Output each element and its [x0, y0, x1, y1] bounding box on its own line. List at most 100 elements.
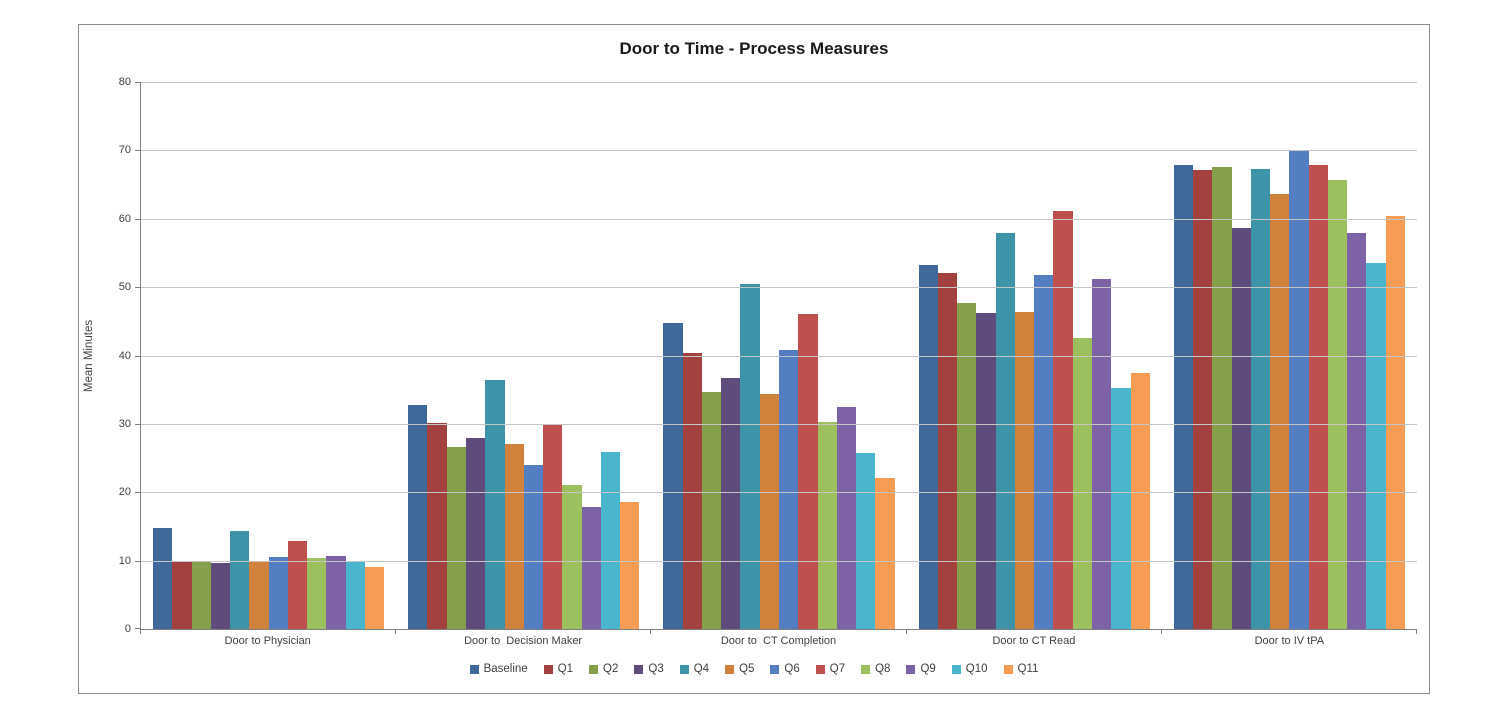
bar-q7-door-to-ct-read	[1053, 211, 1073, 629]
y-axis-tick-10	[135, 560, 141, 562]
bar-q2-door-to-ct-completion	[701, 391, 722, 629]
bar-q11-door-to-ct-completion	[875, 477, 895, 629]
legend-label-q11: Q11	[1017, 663, 1039, 675]
bar-group-door-to-physician	[141, 82, 396, 629]
y-axis-tick-label-20: 20	[118, 486, 131, 499]
bar-q9-door-to-ct-completion	[836, 406, 857, 629]
bar-q4-door-to-iv-tpa	[1250, 168, 1271, 629]
y-axis-tick-label-40: 40	[118, 349, 131, 362]
bar-q5-door-to-physician	[249, 560, 269, 629]
legend-swatch-q7	[815, 664, 825, 674]
y-axis-tick-30	[135, 423, 141, 425]
bar-q10-door-to-ct-read	[1111, 388, 1131, 629]
legend-label-q2: Q2	[603, 663, 619, 675]
bar-group-door-to-ct-completion	[651, 82, 906, 629]
gridline-60	[141, 218, 1417, 220]
bar-baseline-door-to-physician	[153, 527, 173, 629]
plot-area: Mean Minutes 0 10 20 30 40 50 60 70 80	[83, 76, 1417, 635]
legend-item-q11: Q11	[1003, 663, 1039, 675]
legend-label-q4: Q4	[693, 663, 710, 675]
bar-q10-door-to-iv-tpa	[1366, 263, 1386, 629]
bar-q2-door-to-ct-read	[957, 302, 977, 629]
bar-q9-door-to-physician	[326, 555, 346, 629]
chart-area: Door to Time - Process Measures Mean Min…	[78, 24, 1430, 694]
legend-swatch-q8	[861, 664, 871, 674]
legend-swatch-q2	[589, 664, 599, 674]
legend-item-q5: Q5	[725, 663, 754, 675]
y-axis-tick-label-80: 80	[118, 76, 131, 88]
gridline-50	[141, 287, 1417, 289]
bar-q11-door-to-decision-maker	[620, 501, 640, 629]
gridline-10	[141, 560, 1417, 562]
bar-q10-door-to-decision-maker	[600, 451, 621, 629]
y-axis-tick-label-50: 50	[118, 281, 131, 294]
bar-q4-door-to-decision-maker	[485, 380, 505, 629]
legend-item-q7: Q7	[815, 663, 846, 675]
bar-q7-door-to-ct-completion	[798, 313, 818, 629]
bar-q2-door-to-physician	[191, 560, 211, 629]
x-axis-tick-0	[140, 629, 141, 634]
bar-q8-door-to-ct-read	[1072, 337, 1092, 629]
y-axis-tick-label-70: 70	[118, 144, 131, 157]
bar-group-door-to-iv-tpa	[1162, 82, 1417, 629]
y-axis-tick-80	[135, 82, 141, 83]
bar-q5-door-to-decision-maker	[504, 444, 524, 629]
gridline-70	[141, 150, 1417, 152]
legend-item-q2: Q2	[589, 663, 618, 675]
bar-q3-door-to-physician	[210, 563, 231, 629]
legend-item-q6: Q6	[770, 663, 800, 675]
bar-q5-door-to-ct-read	[1014, 311, 1035, 629]
bar-q10-door-to-ct-completion	[856, 453, 876, 629]
bar-q8-door-to-decision-maker	[562, 485, 582, 629]
bar-q5-door-to-iv-tpa	[1270, 194, 1290, 629]
chart-title: Door to Time - Process Measures	[619, 39, 889, 58]
legend-swatch-q5	[725, 664, 735, 674]
bar-q3-door-to-decision-maker	[466, 437, 486, 629]
bar-q11-door-to-physician	[364, 566, 385, 629]
bar-baseline-door-to-ct-completion	[663, 323, 683, 629]
bar-q8-door-to-ct-completion	[817, 421, 837, 629]
legend-label-q5: Q5	[739, 663, 755, 675]
x-axis-label-door-to-physician: Door to Physician	[224, 635, 311, 647]
x-axis-label-door-to-decision-maker: Door to Decision Maker	[464, 635, 583, 647]
bar-q11-door-to-iv-tpa	[1385, 216, 1405, 629]
y-axis-tick-label-10: 10	[118, 554, 131, 567]
bar-q8-door-to-iv-tpa	[1327, 179, 1348, 629]
bar-q1-door-to-decision-maker	[427, 422, 447, 629]
bar-baseline-door-to-ct-read	[918, 265, 938, 629]
legend-label-q7: Q7	[829, 663, 846, 675]
legend-item-q1: Q1	[543, 663, 573, 675]
legend-item-baseline: Baseline	[469, 663, 528, 675]
bar-baseline-door-to-decision-maker	[408, 405, 428, 629]
y-axis-tick-label-30: 30	[118, 417, 131, 430]
legend-swatch-q11	[1003, 664, 1013, 674]
gridline-30	[141, 423, 1417, 425]
bar-q7-door-to-physician	[287, 541, 308, 629]
legend-label-q6: Q6	[784, 663, 800, 675]
legend-item-q8: Q8	[861, 663, 890, 675]
legend-label-q3: Q3	[648, 663, 664, 675]
y-axis-title: Mean Minutes	[83, 319, 95, 392]
gridline-80	[141, 82, 1417, 83]
bar-q4-door-to-physician	[230, 531, 250, 629]
bar-q3-door-to-ct-completion	[721, 378, 741, 629]
x-axis-labels: Door to Physician Door to Decision Maker D…	[140, 635, 1417, 647]
legend-swatch-q3	[634, 664, 644, 674]
bar-q1-door-to-physician	[172, 561, 192, 629]
bar-group-door-to-decision-maker	[396, 82, 651, 629]
y-axis-tick-20	[135, 492, 141, 494]
x-axis-label-door-to-ct-completion: Door to CT Completion	[720, 635, 837, 647]
bar-q7-door-to-decision-maker	[543, 423, 563, 629]
bar-q9-door-to-iv-tpa	[1347, 233, 1367, 629]
y-axis-tick-70	[135, 150, 141, 152]
bar-q3-door-to-ct-read	[976, 313, 996, 629]
legend-label-q9: Q9	[920, 663, 936, 675]
bar-q10-door-to-physician	[345, 560, 365, 629]
x-axis-tick-3	[905, 629, 907, 634]
y-axis-tick-label-0: 0	[124, 623, 131, 635]
gridline-20	[141, 492, 1417, 494]
bar-q6-door-to-ct-read	[1034, 274, 1054, 629]
bar-q1-door-to-ct-read	[937, 272, 958, 629]
legend-item-q4: Q4	[679, 663, 710, 675]
legend-label-q10: Q10	[965, 663, 988, 675]
